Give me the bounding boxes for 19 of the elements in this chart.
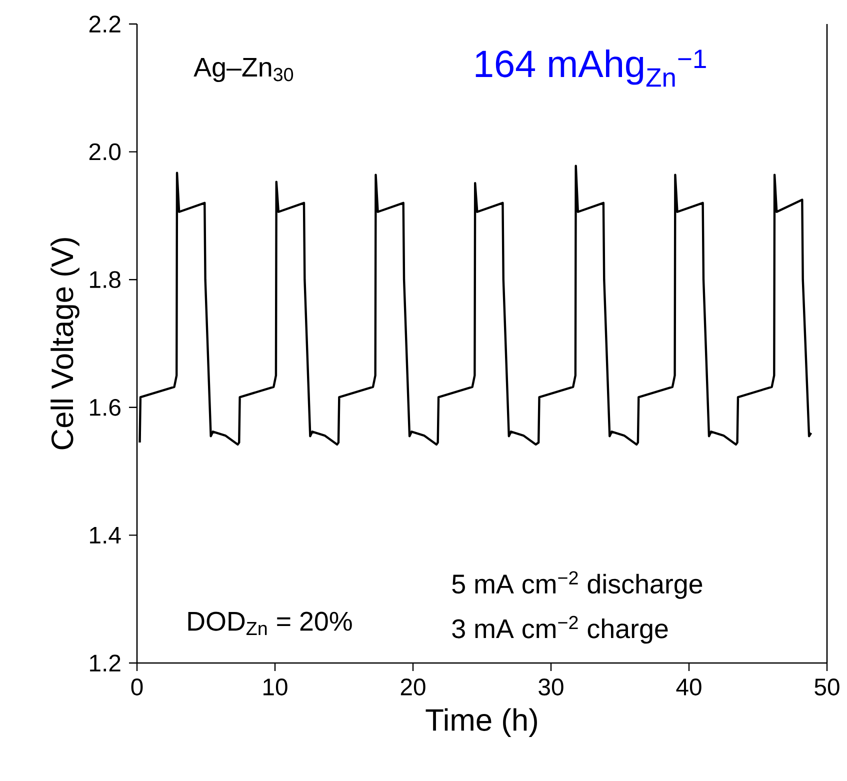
annotation: 3 mA cm$^{−2}$ charge [452,616,668,644]
x-tick-label: 40 [676,678,702,696]
annotation: DOD$_{Zn}$ = 20% [188,612,352,635]
annotation: 5 mA cm$^{−2}$ discharge [452,571,702,599]
y-tick-label: 2.2 [89,16,120,32]
x-tick-label: 0 [131,678,143,696]
annotation: 164 mAhg$_{Zn}$−1 [476,50,706,87]
annotation: Ag–Zn$_{30}$ [194,58,294,82]
y-tick-label: 1.6 [90,398,120,416]
x-tick-label: 30 [538,678,564,696]
x-tick-label: 50 [814,678,840,696]
y-tick-label: 2.0 [89,143,121,160]
x-tick-label: 10 [264,678,288,696]
x-axis-title: Time (h) [426,708,537,738]
x-tick-label: 20 [400,678,426,696]
y-tick-label: 1.4 [90,526,121,544]
y-tick-label: 1.2 [90,654,120,672]
y-tick-label: 1.8 [90,271,120,288]
y-axis-title: Cell Voltage (V) [50,238,80,450]
